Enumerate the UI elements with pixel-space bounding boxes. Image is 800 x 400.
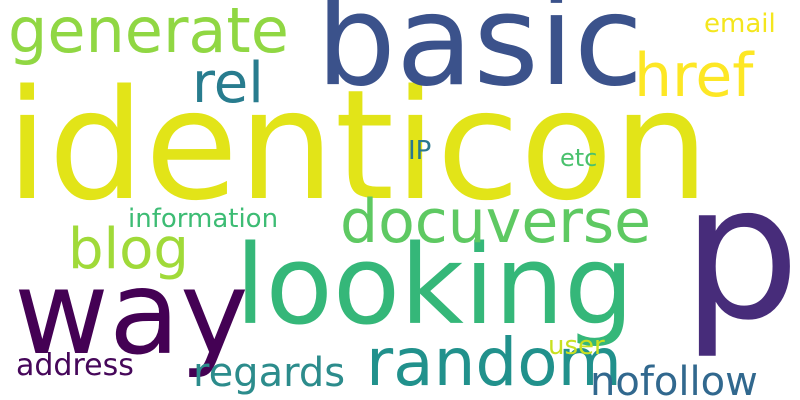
word-looking: looking (235, 221, 634, 349)
word-basic: basic (316, 0, 644, 114)
word-regards: regards (193, 350, 346, 396)
word-p: p (682, 144, 800, 361)
word-ip: IP (408, 136, 432, 166)
word-random: random (366, 324, 622, 400)
word-href: href (634, 41, 754, 111)
word-way: way (14, 246, 249, 381)
word-address: address (16, 348, 134, 383)
word-information: information (128, 204, 279, 234)
word-email: email (704, 9, 776, 39)
word-blog: blog (68, 217, 189, 282)
word-docuverse: docuverse (340, 187, 652, 257)
word-etc: etc (560, 144, 598, 172)
word-rel: rel (192, 51, 264, 116)
word-nofollow: nofollow (590, 359, 758, 400)
word-generate: generate (8, 0, 289, 67)
word-user: user (548, 331, 605, 361)
word-identicon: identicon (6, 57, 710, 234)
